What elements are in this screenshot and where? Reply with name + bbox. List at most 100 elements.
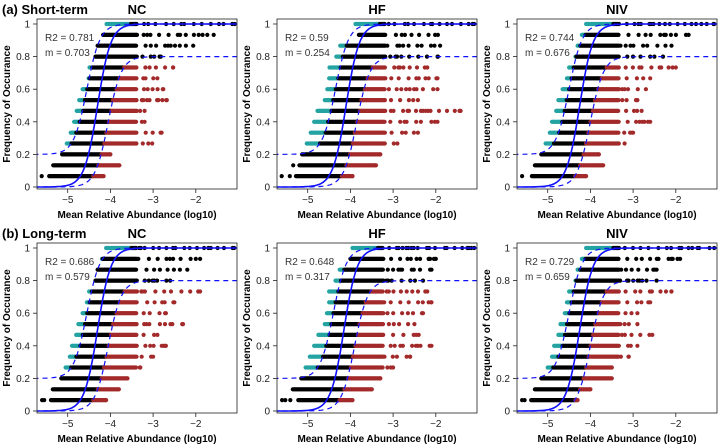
x-tick-label: −3 (627, 195, 639, 206)
below-prediction-point (407, 109, 411, 113)
neutral-point (428, 257, 432, 261)
neutral-point (649, 33, 653, 37)
below-prediction-point (143, 109, 147, 113)
below-prediction-point (391, 311, 395, 315)
m-annotation: m = 0.703 (45, 48, 90, 59)
below-prediction-point (163, 300, 167, 304)
x-tick-label: −4 (105, 419, 117, 430)
m-annotation: m = 0.676 (525, 48, 570, 59)
y-tick-label: 0.6 (16, 85, 30, 96)
below-prediction-point (387, 87, 391, 91)
below-prediction-point (416, 131, 420, 135)
x-tick-label: −3 (147, 419, 159, 430)
neutral-point (429, 268, 433, 272)
below-prediction-point (157, 311, 161, 315)
neutral-point (166, 268, 170, 272)
below-prediction-point (152, 344, 156, 348)
below-prediction-point (387, 322, 391, 326)
y-tick-label: 0.2 (16, 150, 30, 161)
below-prediction-point (416, 98, 420, 102)
below-prediction-point (392, 65, 396, 69)
below-prediction-point (134, 76, 138, 80)
below-prediction-point (151, 87, 155, 91)
below-prediction-point (410, 344, 414, 348)
below-prediction-point (134, 333, 138, 337)
x-tick-label: −5 (62, 195, 74, 206)
neutral-point (432, 44, 436, 48)
below-prediction-point (155, 333, 159, 337)
neutral-point (134, 268, 138, 272)
y-tick-label: 0.2 (256, 150, 270, 161)
below-prediction-point (417, 76, 421, 80)
below-prediction-point (437, 109, 441, 113)
below-prediction-point (117, 387, 121, 391)
x-tick-label: −4 (585, 195, 597, 206)
neutral-point (192, 33, 196, 37)
below-prediction-point (408, 355, 412, 359)
below-prediction-point (667, 65, 671, 69)
below-prediction-point (143, 289, 147, 293)
below-prediction-point (145, 300, 149, 304)
below-prediction-point (407, 98, 411, 102)
neutral-point (398, 257, 402, 261)
below-prediction-point (617, 120, 621, 124)
m-annotation: m = 0.254 (285, 48, 330, 59)
neutral-point (381, 257, 385, 261)
neutral-point (172, 268, 176, 272)
below-prediction-point (624, 109, 628, 113)
below-prediction-point (398, 300, 402, 304)
below-prediction-point (617, 65, 621, 69)
below-prediction-point (404, 87, 408, 91)
neutral-point (420, 44, 424, 48)
neutral-point (389, 257, 393, 261)
neutral-point (663, 44, 667, 48)
x-tick-label: −4 (105, 195, 117, 206)
below-prediction-point (459, 109, 463, 113)
x-axis-label: Mean Relative Abundance (log10) (57, 210, 216, 221)
below-prediction-point (412, 131, 416, 135)
below-prediction-point (389, 98, 393, 102)
below-prediction-point (391, 289, 395, 293)
below-prediction-point (622, 131, 626, 135)
below-prediction-point (623, 141, 627, 145)
below-prediction-point (134, 98, 138, 102)
neutral-point (147, 257, 151, 261)
below-prediction-point (400, 131, 404, 135)
neutral-point (436, 33, 440, 37)
below-prediction-point (421, 311, 425, 315)
below-prediction-point (401, 333, 405, 337)
below-prediction-point (374, 163, 378, 167)
neutral-point (184, 44, 188, 48)
below-prediction-point (635, 98, 639, 102)
x-tick-label: −2 (670, 195, 682, 206)
y-axis-label: Frequency of Occurance (2, 269, 13, 387)
neutral-point (194, 257, 198, 261)
below-prediction-point (410, 289, 414, 293)
neutral-point (617, 55, 621, 59)
neutral-point (409, 33, 413, 37)
below-prediction-point (414, 109, 418, 113)
neutral-point (280, 174, 284, 178)
below-prediction-point (395, 355, 399, 359)
neutral-point (184, 33, 188, 37)
below-prediction-point (648, 120, 652, 124)
neutral-point (291, 163, 295, 167)
below-prediction-point (435, 87, 439, 91)
panel-title: NC (128, 2, 147, 17)
below-prediction-point (625, 98, 629, 102)
y-tick-label: 0 (264, 183, 270, 194)
below-prediction-point (421, 300, 425, 304)
panel-title: HF (368, 226, 385, 241)
neutral-point (136, 257, 140, 261)
neutral-point (438, 44, 442, 48)
below-prediction-point (135, 344, 139, 348)
below-prediction-point (142, 87, 146, 91)
below-prediction-point (383, 109, 387, 113)
neutral-point (418, 257, 422, 261)
below-prediction-point (617, 141, 621, 145)
below-prediction-point (649, 65, 653, 69)
below-prediction-point (150, 141, 154, 145)
neutral-point (144, 44, 148, 48)
below-prediction-point (382, 355, 386, 359)
below-prediction-point (391, 355, 395, 359)
